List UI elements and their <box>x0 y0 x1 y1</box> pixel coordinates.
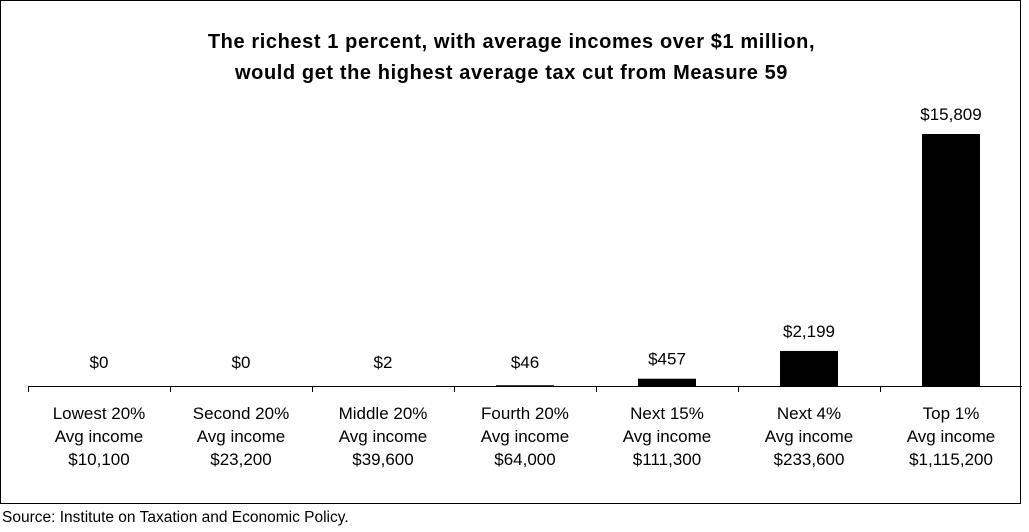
category-label: Middle 20% <box>339 404 428 423</box>
category-label: Next 15% <box>630 404 704 423</box>
data-label: $0 <box>90 353 109 372</box>
data-label: $15,809 <box>920 105 981 124</box>
category-label: Second 20% <box>193 404 289 423</box>
bar <box>496 385 554 386</box>
category-label: Avg income <box>197 427 286 446</box>
chart-title-line-1: The richest 1 percent, with average inco… <box>207 31 816 53</box>
category-label: Fourth 20% <box>481 404 569 423</box>
bars-layer <box>354 134 980 386</box>
source-note: Source: Institute on Taxation and Econom… <box>2 509 349 526</box>
category-label: Avg income <box>55 427 144 446</box>
data-label: $2,199 <box>783 322 835 341</box>
category-label: Avg income <box>765 427 854 446</box>
bar <box>922 134 980 386</box>
category-label: $111,300 <box>633 450 701 469</box>
category-label: Top 1% <box>923 404 980 423</box>
category-label: Avg income <box>907 427 996 446</box>
category-label: $64,000 <box>494 450 555 469</box>
chart-title-line-2: would get the highest average tax cut fr… <box>234 62 789 84</box>
category-label: $39,600 <box>352 450 413 469</box>
data-label: $2 <box>374 353 393 372</box>
chart-frame: The richest 1 percent, with average inco… <box>0 0 1022 504</box>
category-label: Avg income <box>481 427 570 446</box>
category-label: $1,115,200 <box>909 450 993 469</box>
category-label: $233,600 <box>774 450 845 469</box>
data-label: $46 <box>511 353 539 372</box>
bar <box>780 350 838 386</box>
x-axis <box>28 386 1022 392</box>
category-label: Avg income <box>623 427 712 446</box>
labels-layer: $0 Lowest 20% Avg income $10,100 $0 Second 20… <box>53 105 996 469</box>
data-label: $0 <box>232 353 251 372</box>
category-label: $10,100 <box>68 450 129 469</box>
category-label: Next 4% <box>777 404 841 423</box>
bar <box>638 378 696 386</box>
bar-chart: $0 Lowest 20% Avg income $10,100 $0 Second 20… <box>28 105 1022 469</box>
category-label: Avg income <box>339 427 428 446</box>
category-label: Lowest 20% <box>53 404 146 423</box>
data-label: $457 <box>648 350 686 369</box>
chart-title: The richest 1 percent, with average inco… <box>1 27 1022 89</box>
category-label: $23,200 <box>210 450 271 469</box>
